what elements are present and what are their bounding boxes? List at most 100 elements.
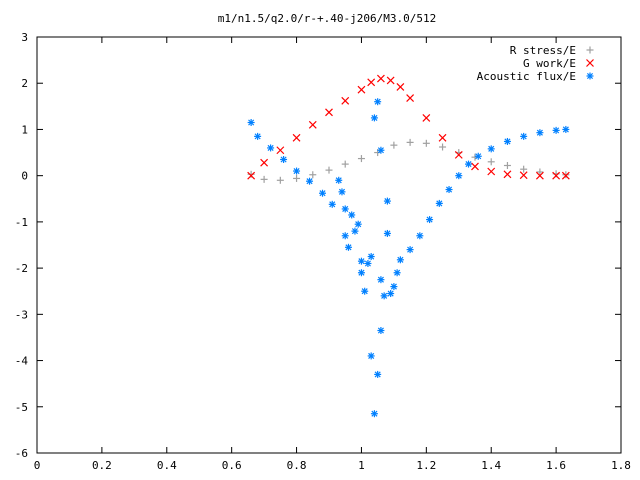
plot-frame [36, 36, 622, 454]
legend-label: R stress/E [510, 44, 576, 57]
data-point [357, 85, 366, 94]
data-point [354, 220, 362, 228]
series-3 [247, 98, 570, 418]
x-tick-label: 0 [34, 459, 41, 472]
data-point [361, 287, 369, 295]
data-point [377, 146, 385, 154]
data-point [474, 152, 482, 160]
data-point [390, 283, 398, 291]
data-point [445, 186, 453, 194]
data-point [276, 176, 284, 184]
y-tick-label: -6 [15, 447, 28, 460]
data-point [465, 160, 473, 168]
data-point [377, 276, 385, 284]
data-point [309, 171, 317, 179]
data-point [325, 166, 333, 174]
data-point [351, 227, 359, 235]
series-2 [247, 74, 570, 180]
data-point [387, 290, 395, 298]
data-point [308, 120, 317, 129]
data-point [406, 138, 414, 146]
y-tick-label: -2 [15, 262, 28, 275]
data-point [341, 232, 349, 240]
data-point [293, 174, 301, 182]
data-point [393, 269, 401, 277]
x-tick-label: 0.4 [157, 459, 177, 472]
data-point [422, 139, 430, 147]
data-point [370, 114, 378, 122]
data-point [487, 158, 495, 166]
data-point [374, 370, 382, 378]
data-point [338, 188, 346, 196]
data-point [247, 170, 255, 178]
data-point [386, 76, 395, 85]
x-tick-label: 0.8 [287, 459, 307, 472]
data-point [376, 74, 385, 83]
series-layer [247, 74, 570, 418]
data-point [293, 167, 301, 175]
data-point [406, 94, 415, 102]
data-point [416, 232, 424, 240]
data-point [260, 158, 269, 167]
data-point [406, 246, 414, 254]
data-point [455, 172, 463, 180]
data-point [503, 170, 512, 179]
data-point [503, 161, 511, 169]
data-point [367, 352, 375, 360]
data-point [383, 197, 391, 205]
data-point [357, 269, 365, 277]
data-point [536, 168, 544, 176]
legend-marker [586, 46, 594, 54]
y-tick-label: 1 [21, 123, 28, 136]
x-tick-label: 1.2 [416, 459, 436, 472]
data-point [503, 137, 511, 145]
data-point [367, 78, 376, 87]
data-point [364, 259, 372, 267]
data-point [276, 146, 285, 155]
data-point [561, 171, 570, 180]
data-point [422, 113, 431, 122]
data-point [396, 256, 404, 264]
data-point [247, 171, 256, 180]
data-point [377, 327, 385, 335]
chart-title: m1/n1.5/q2.0/r-+.40-j206/M3.0/512 [218, 12, 437, 25]
data-point [370, 410, 378, 418]
data-point [519, 171, 528, 180]
data-point [536, 129, 544, 137]
data-point [280, 155, 288, 163]
data-point [319, 189, 327, 197]
data-point [487, 145, 495, 153]
y-tick-label: -5 [15, 401, 28, 414]
x-tick-label: 1.6 [546, 459, 566, 472]
data-point [357, 257, 365, 265]
data-point [552, 126, 560, 134]
data-point [367, 253, 375, 261]
data-point [335, 176, 343, 184]
data-point [454, 150, 463, 159]
y-tick-label: 0 [21, 170, 28, 183]
data-point [471, 162, 479, 171]
data-point [520, 165, 528, 173]
y-tick-label: -1 [15, 216, 28, 229]
data-point [306, 177, 314, 185]
legend-label: G work/E [523, 57, 576, 70]
y-tick-label: -3 [15, 308, 28, 321]
x-tick-label: 1.8 [611, 459, 631, 472]
y-axis-ticks: -6 -5 -4 -3 -2 -1 0 1 2 3 [15, 31, 621, 460]
x-axis-ticks: 0 0.2 0.4 0.6 0.8 1 1.2 1.4 1.6 1.8 [34, 37, 631, 472]
data-point [380, 292, 388, 300]
data-point [374, 98, 382, 106]
x-tick-label: 0.2 [92, 459, 112, 472]
data-point [520, 132, 528, 140]
legend-label: Acoustic flux/E [477, 70, 576, 83]
data-point [341, 205, 349, 213]
legend-marker [586, 59, 594, 67]
data-point [344, 243, 352, 251]
data-point [487, 167, 496, 176]
x-tick-label: 1 [358, 459, 365, 472]
data-point [438, 133, 447, 142]
data-point [426, 216, 434, 224]
data-point [396, 82, 405, 91]
data-point [254, 132, 262, 140]
